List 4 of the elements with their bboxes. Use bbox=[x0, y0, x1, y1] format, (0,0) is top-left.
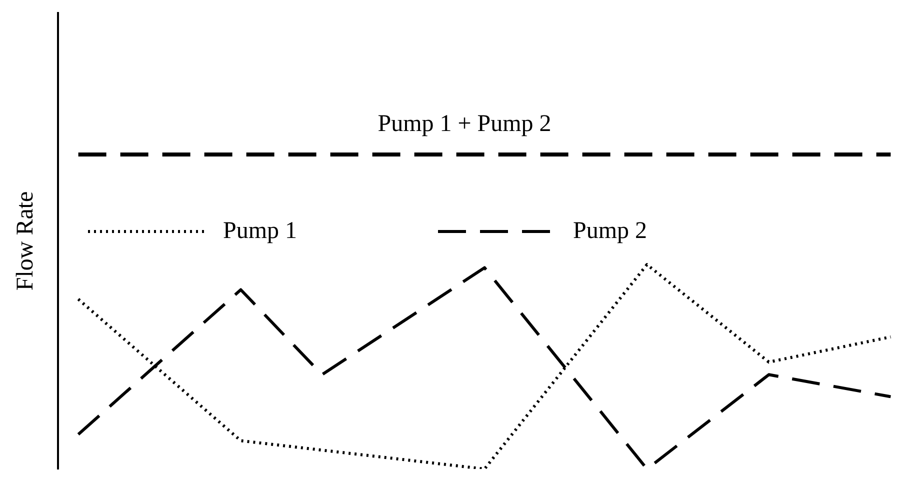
legend-label: Pump 1 bbox=[223, 218, 298, 244]
series-label: Pump 1 + Pump 2 bbox=[378, 110, 552, 137]
legend-label: Pump 2 bbox=[573, 218, 648, 244]
y-axis-title: Flow Rate bbox=[12, 191, 39, 291]
